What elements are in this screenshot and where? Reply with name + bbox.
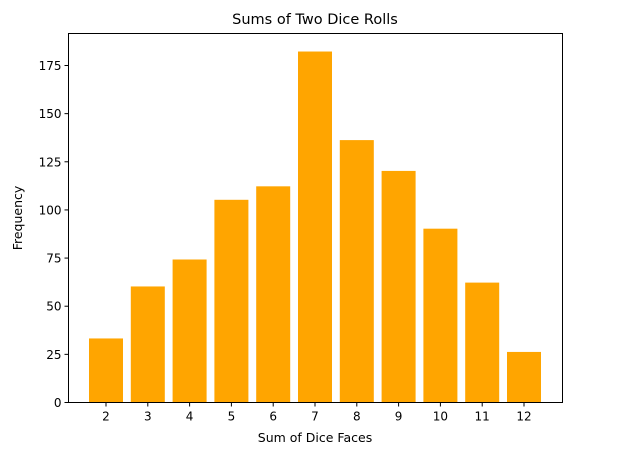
- y-tick-label: 150: [39, 107, 62, 121]
- x-tick-label: 11: [475, 410, 490, 424]
- y-axis-label: Frequency: [10, 185, 25, 250]
- y-axis-ticks: 0 25 50 75 100 125 150 175: [39, 59, 69, 410]
- x-tick-label: 12: [516, 410, 531, 424]
- bar-5: [214, 199, 249, 402]
- x-axis-label: Sum of Dice Faces: [258, 430, 372, 445]
- y-tick-label: 25: [46, 348, 61, 362]
- bar-8: [339, 140, 374, 403]
- bar-12: [507, 351, 541, 402]
- bar-6: [256, 186, 291, 402]
- y-tick-label: 0: [54, 396, 62, 410]
- bar-2: [89, 338, 123, 402]
- y-tick-label: 100: [39, 203, 62, 217]
- bar-4: [172, 259, 207, 402]
- x-tick-label: 7: [311, 410, 319, 424]
- y-tick-label: 75: [46, 252, 61, 266]
- x-tick-label: 6: [269, 410, 277, 424]
- bars-group: [89, 51, 541, 403]
- x-tick-label: 8: [353, 410, 361, 424]
- bar-3: [130, 286, 165, 402]
- y-tick-label: 50: [46, 300, 61, 314]
- bar-11: [465, 282, 500, 402]
- y-tick-label: 175: [39, 59, 62, 73]
- y-tick-label: 125: [39, 155, 62, 169]
- x-tick-label: 5: [228, 410, 236, 424]
- chart-title: Sums of Two Dice Rolls: [232, 12, 398, 28]
- bar-7: [298, 51, 332, 403]
- x-tick-label: 2: [102, 410, 110, 424]
- bar-9: [381, 170, 416, 402]
- plot-frame: [68, 33, 563, 403]
- x-tick-label: 4: [186, 410, 194, 424]
- bar-10: [423, 228, 458, 402]
- x-tick-label: 10: [433, 410, 448, 424]
- x-axis-ticks: 2 3 4 5 6 7 8 9 10 11 12: [102, 402, 532, 424]
- x-tick-label: 3: [144, 410, 152, 424]
- x-tick-label: 9: [395, 410, 403, 424]
